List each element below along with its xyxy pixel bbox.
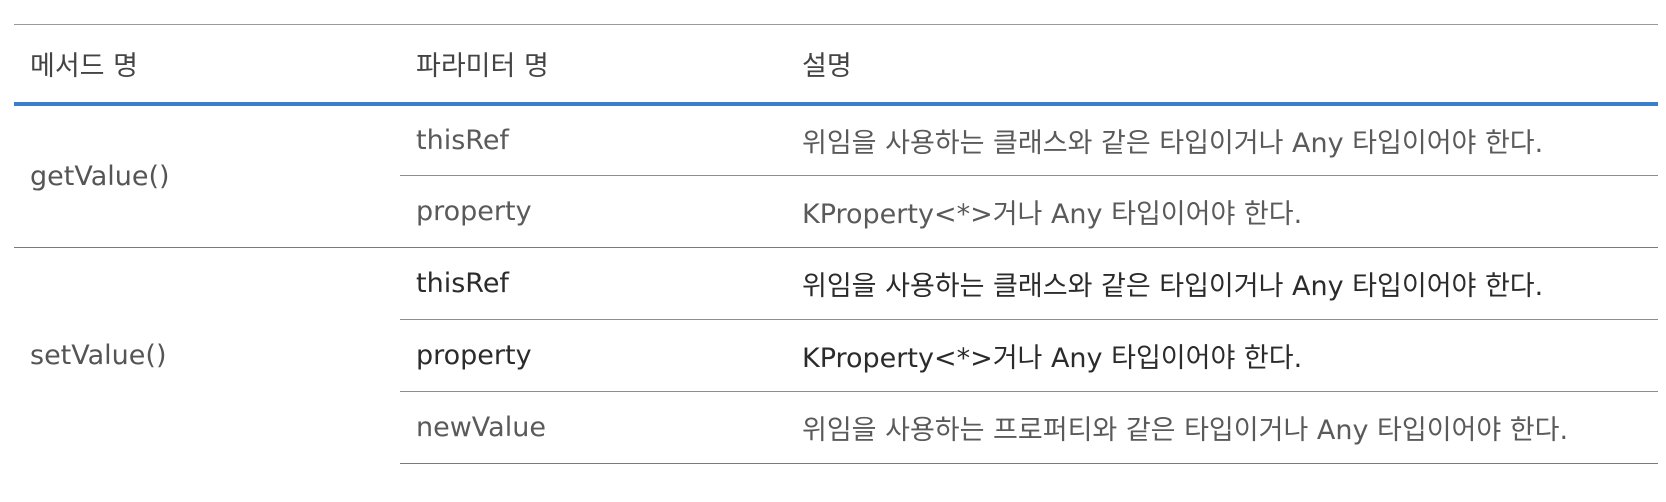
table-row: getValue() thisRef 위임을 사용하는 클래스와 같은 타입이거… [14, 104, 1658, 192]
desc-cell: KProperty<*>거나 Any 타입이어야 한다. [786, 175, 1658, 248]
header-method: 메서드 명 [14, 24, 400, 106]
table-row: property KProperty<*>거나 Any 타입이어야 한다. [14, 319, 1658, 392]
desc-cell: KProperty<*>거나 Any 타입이어야 한다. [786, 319, 1658, 392]
header-desc: 설명 [786, 24, 1658, 106]
table-header: 메서드 명 파라미터 명 설명 [14, 24, 1658, 106]
param-cell: thisRef [400, 247, 786, 320]
header-row: 메서드 명 파라미터 명 설명 [14, 24, 1658, 106]
desc-cell: 위임을 사용하는 프로퍼티와 같은 타입이거나 Any 타입이어야 한다. [786, 391, 1658, 464]
table-body: getValue() thisRef 위임을 사용하는 클래스와 같은 타입이거… [14, 104, 1658, 464]
table-row: property KProperty<*>거나 Any 타입이어야 한다. [14, 175, 1658, 248]
table-row: newValue 위임을 사용하는 프로퍼티와 같은 타입이거나 Any 타입이… [14, 391, 1658, 464]
desc-cell: 위임을 사용하는 클래스와 같은 타입이거나 Any 타입이어야 한다. [786, 247, 1658, 320]
header-param: 파라미터 명 [400, 24, 786, 106]
param-cell: thisRef [416, 124, 509, 156]
delegate-method-table: 메서드 명 파라미터 명 설명 getValue() thisRef 위임을 사… [14, 24, 1658, 464]
param-cell: property [400, 175, 786, 248]
param-cell: newValue [400, 391, 786, 464]
param-cell: property [400, 319, 786, 392]
method-cell-getvalue: getValue() [30, 160, 170, 192]
method-cell-setvalue: setValue() [14, 247, 400, 464]
table-row: setValue() thisRef 위임을 사용하는 클래스와 같은 타입이거… [14, 247, 1658, 464]
desc-cell: 위임을 사용하는 클래스와 같은 타입이거나 Any 타입이어야 한다. [802, 127, 1544, 159]
